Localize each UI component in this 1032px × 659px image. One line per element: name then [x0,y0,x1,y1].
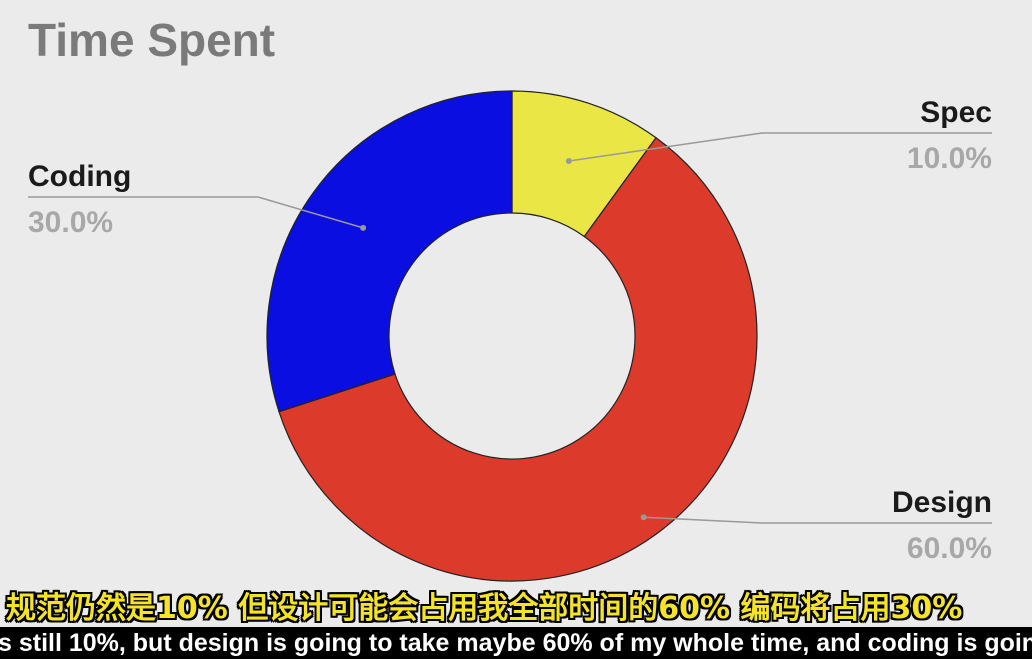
slice-label-spec: Spec [920,96,992,129]
subtitle-english: s still 10%, but design is going to take… [0,627,1032,659]
subtitle-chinese: 规范仍然是10% 但设计可能会占用我全部时间的60% 编码将占用30% [6,591,963,626]
slice-value-coding: 30.0% [28,206,113,239]
slice-label-coding: Coding [28,160,131,193]
chart-title: Time Spent [28,14,275,66]
leader-line-design [643,516,992,524]
leader-dot-spec [565,158,572,165]
slice-value-spec: 10.0% [907,142,992,175]
slice-coding [266,90,513,413]
leader-line-spec [568,132,992,162]
slice-label-design: Design [892,486,992,519]
slice-design [278,136,758,582]
slices [266,90,758,582]
leader-dot-coding [360,224,367,231]
slice-value-design: 60.0% [907,532,992,565]
leader-dot-design [640,514,647,521]
leader-lines [28,132,992,524]
leader-line-coding [28,196,364,229]
